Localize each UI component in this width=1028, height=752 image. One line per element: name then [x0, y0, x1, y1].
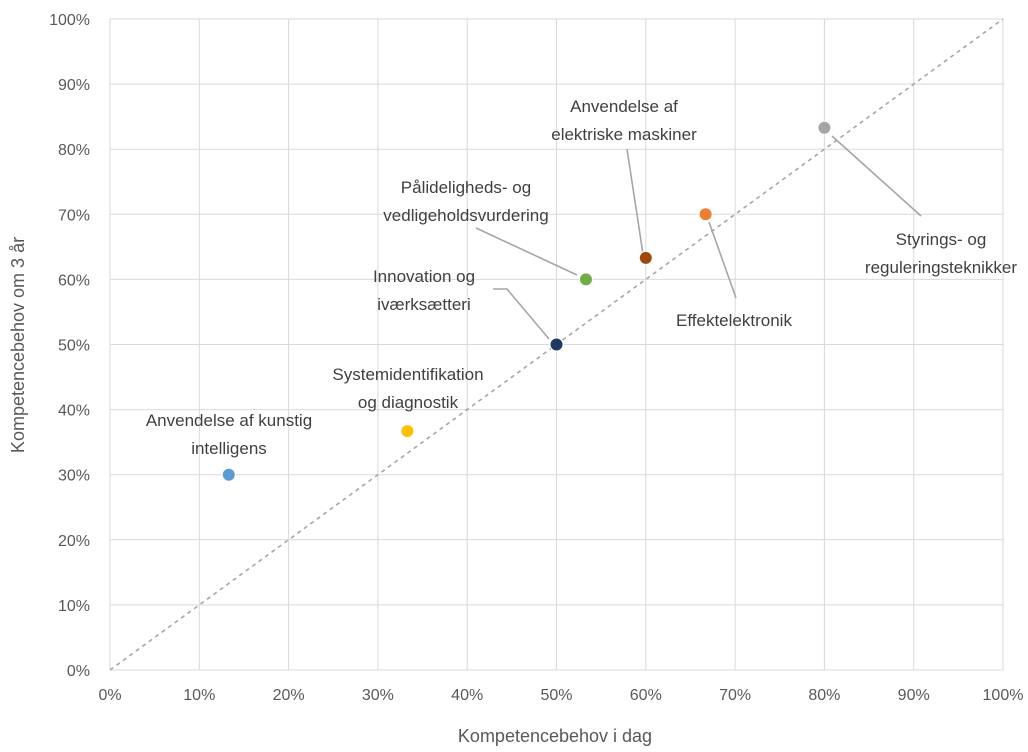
x-tick-label: 10% — [183, 687, 215, 704]
leader-line — [831, 135, 922, 217]
data-label-line: og diagnostik — [358, 393, 459, 412]
data-label-line: Styrings- og — [896, 230, 987, 249]
x-tick-label: 80% — [808, 687, 840, 704]
data-label: Effektelektronik — [676, 311, 792, 330]
data-points — [221, 120, 832, 482]
x-tick-label: 60% — [630, 687, 662, 704]
y-tick-label: 40% — [58, 403, 90, 420]
y-tick-label: 0% — [67, 663, 90, 680]
tick-labels: 0% 10% 20% 30% 40% 50% 60% 70% 80% 90% 100% 0% 10% 20… — [49, 12, 1023, 704]
x-tick-label: 40% — [451, 687, 483, 704]
leader-lines — [475, 135, 922, 340]
y-tick-label: 10% — [58, 598, 90, 615]
data-label: Styrings- og reguleringsteknikker — [865, 230, 1017, 277]
data-point — [221, 467, 236, 482]
x-tick-label: 70% — [719, 687, 751, 704]
data-label: Anvendelse af kunstig intelligens — [146, 411, 312, 458]
x-tick-label: 50% — [540, 687, 572, 704]
leader-line — [708, 221, 737, 299]
y-tick-label: 70% — [58, 207, 90, 224]
data-labels: Anvendelse af kunstig intelligens Systemid… — [146, 97, 1018, 458]
leader-line — [626, 148, 644, 255]
gridlines — [109, 18, 1004, 671]
data-point — [698, 207, 713, 222]
data-label: Pålideligheds- og vedligeholdsvurdering — [383, 178, 548, 225]
data-label: Innovation og iværksætteri — [373, 267, 475, 314]
data-label-line: elektriske maskiner — [551, 125, 697, 144]
data-label-line: reguleringsteknikker — [865, 258, 1017, 277]
data-label: Anvendelse af elektriske maskiner — [551, 97, 697, 144]
x-tick-label: 20% — [273, 687, 305, 704]
y-tick-label: 100% — [49, 12, 90, 29]
y-tick-label: 50% — [58, 338, 90, 355]
data-label-line: Systemidentifikation — [332, 365, 483, 384]
y-tick-label: 80% — [58, 142, 90, 159]
data-label-line: intelligens — [191, 439, 267, 458]
y-tick-label: 60% — [58, 272, 90, 289]
data-label-line: Pålideligheds- og — [401, 178, 531, 197]
data-label-line: Effektelektronik — [676, 311, 792, 330]
data-label-line: Anvendelse af — [570, 97, 678, 116]
x-tick-label: 90% — [898, 687, 930, 704]
data-point — [578, 272, 593, 287]
y-tick-label: 90% — [58, 77, 90, 94]
data-point — [549, 337, 564, 352]
data-point — [400, 424, 415, 439]
leader-line — [475, 227, 578, 276]
x-tick-label: 100% — [983, 687, 1024, 704]
leader-line — [493, 288, 550, 340]
x-tick-label: 0% — [98, 687, 121, 704]
data-label: Systemidentifikation og diagnostik — [332, 365, 483, 412]
data-label-line: vedligeholdsvurdering — [383, 206, 548, 225]
data-label-line: iværksætteri — [377, 295, 471, 314]
y-axis-title: Kompetencebehov om 3 år — [8, 237, 28, 453]
y-tick-label: 20% — [58, 533, 90, 550]
data-point — [817, 120, 832, 135]
data-label-line: Anvendelse af kunstig — [146, 411, 312, 430]
x-axis-title: Kompetencebehov i dag — [458, 726, 652, 746]
data-point — [638, 250, 653, 265]
x-tick-label: 30% — [362, 687, 394, 704]
y-tick-label: 30% — [58, 468, 90, 485]
data-label-line: Innovation og — [373, 267, 475, 286]
